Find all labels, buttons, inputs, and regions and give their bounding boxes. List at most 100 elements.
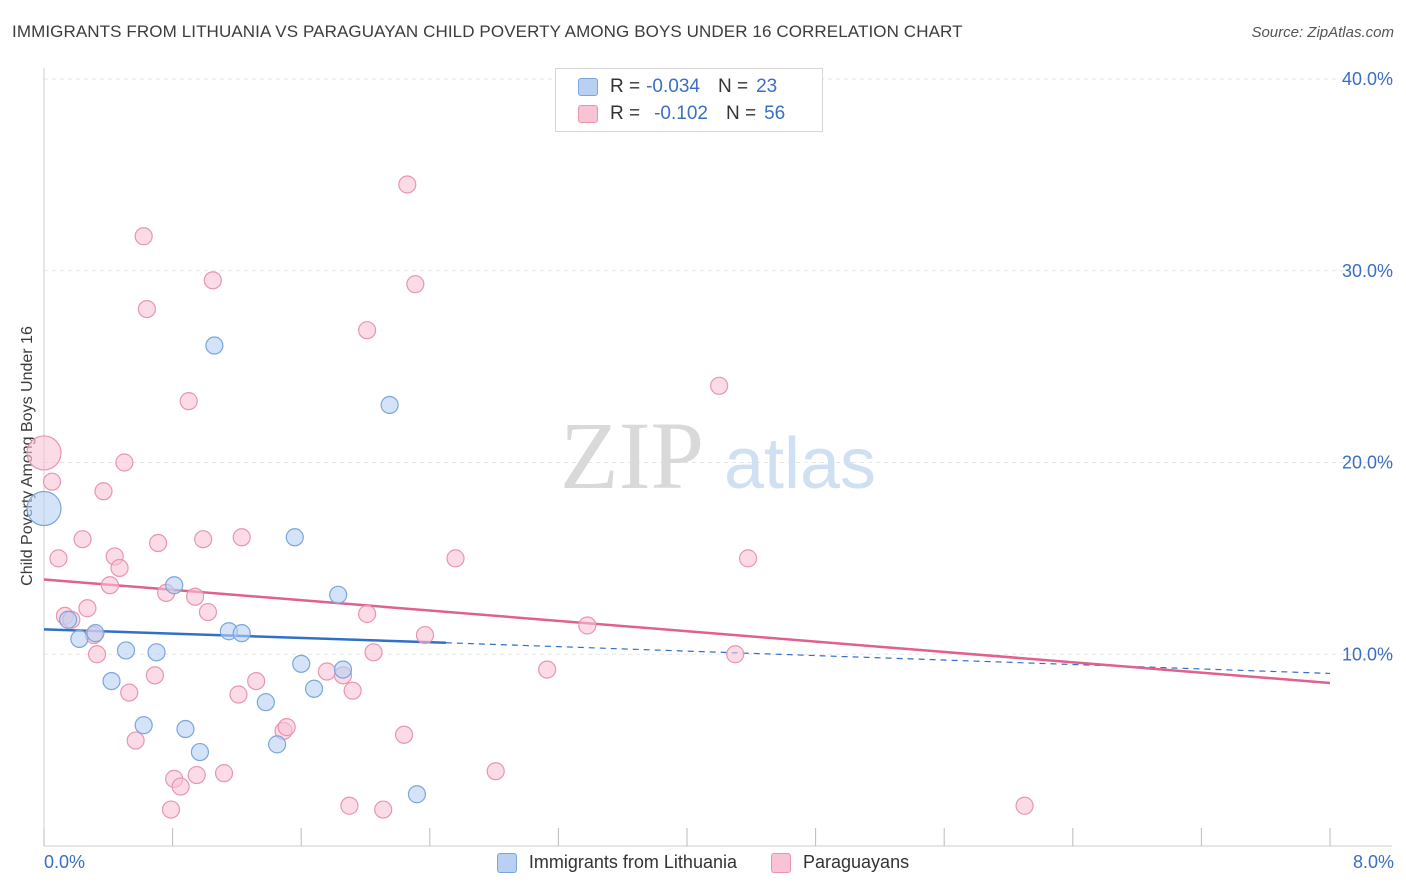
point-lithuania xyxy=(304,679,324,698)
point-lithuania xyxy=(102,671,121,691)
point-lithuania xyxy=(165,576,184,595)
legend-item-paraguay[interactable]: Paraguayans xyxy=(771,852,909,873)
point-paraguay xyxy=(203,271,222,290)
point-paraguay xyxy=(187,765,206,785)
point-paraguay xyxy=(358,604,377,624)
point-paraguay xyxy=(100,576,120,595)
point-lithuania xyxy=(70,629,89,649)
legend-r-value-paraguay: -0.102 xyxy=(654,103,708,124)
legend-item-lithuania[interactable]: Immigrants from Lithuania xyxy=(496,852,737,873)
point-lithuania xyxy=(292,654,311,673)
point-lithuania xyxy=(333,660,353,679)
stats-legend: R = -0.034 N = 23 R = -0.102 N = 56 xyxy=(555,68,823,132)
point-paraguay xyxy=(343,681,362,700)
point-paraguay xyxy=(446,549,465,568)
legend-row-lithuania: R = -0.034 N = 23 xyxy=(578,75,777,99)
point-paraguay xyxy=(340,796,359,815)
point-paraguay xyxy=(198,602,218,622)
point-paraguay xyxy=(26,435,62,471)
legend-label-paraguay: Paraguayans xyxy=(803,852,910,872)
legend-r-label: R = xyxy=(610,76,641,97)
point-lithuania xyxy=(285,528,304,547)
point-paraguay xyxy=(726,645,745,664)
watermark-atlas: atlas xyxy=(724,424,876,504)
legend-n-value-lithuania: 23 xyxy=(756,76,778,97)
point-paraguay xyxy=(1015,796,1034,815)
point-lithuania xyxy=(205,336,224,355)
point-paraguay xyxy=(137,300,156,319)
point-paraguay xyxy=(161,800,181,819)
point-paraguay xyxy=(120,683,139,702)
point-lithuania xyxy=(86,624,105,643)
watermark-zip: ZIP xyxy=(560,402,704,509)
gridlines xyxy=(44,78,1392,655)
legend-swatch-lithuania xyxy=(578,78,598,96)
point-lithuania xyxy=(116,641,136,660)
legend-swatch-paraguay xyxy=(771,852,791,873)
point-lithuania xyxy=(134,716,153,735)
legend-swatch-lithuania xyxy=(496,852,517,873)
legend-n-label: N = xyxy=(725,103,757,124)
point-lithuania xyxy=(26,490,62,527)
point-paraguay xyxy=(415,625,435,645)
point-paraguay xyxy=(134,227,153,246)
point-paraguay xyxy=(73,530,92,549)
y-tick-label: 20.0% xyxy=(1342,453,1393,473)
point-paraguay xyxy=(406,275,425,294)
point-paraguay xyxy=(738,549,758,568)
point-paraguay xyxy=(229,685,248,704)
watermark: ZIP atlas xyxy=(560,402,876,509)
point-paraguay xyxy=(194,530,213,549)
point-paraguay xyxy=(78,599,97,618)
point-lithuania xyxy=(267,735,287,754)
y-tick-labels: 10.0% 20.0% 30.0% 40.0% xyxy=(1342,69,1393,664)
point-paraguay xyxy=(538,660,557,679)
point-paraguay xyxy=(179,392,198,411)
point-paraguay xyxy=(374,800,393,819)
point-lithuania xyxy=(256,693,275,712)
point-lithuania xyxy=(329,585,348,604)
point-paraguay xyxy=(398,175,417,194)
point-paraguay xyxy=(578,616,597,635)
point-paraguay xyxy=(149,533,168,553)
point-paraguay xyxy=(94,482,113,501)
point-lithuania xyxy=(176,719,195,739)
point-lithuania xyxy=(407,785,427,804)
point-paraguay xyxy=(42,472,62,491)
point-paraguay xyxy=(277,718,296,737)
legend-r-value-lithuania: -0.034 xyxy=(646,76,700,97)
source-label: Source: ZipAtlas.com xyxy=(1251,24,1394,41)
point-paraguay xyxy=(232,528,251,547)
point-paraguay xyxy=(115,453,134,472)
x-tick-label-max: 8.0% xyxy=(1352,852,1394,872)
trend-line-paraguay xyxy=(43,578,1331,685)
point-lithuania xyxy=(232,624,251,643)
data-points xyxy=(26,175,1034,819)
point-paraguay xyxy=(145,666,165,685)
point-lithuania xyxy=(190,742,210,762)
y-tick-label: 40.0% xyxy=(1342,69,1393,89)
point-paraguay xyxy=(358,321,377,340)
point-lithuania xyxy=(380,395,399,415)
legend-label-lithuania: Immigrants from Lithuania xyxy=(528,852,737,872)
point-paraguay xyxy=(364,643,383,662)
y-tick-label: 10.0% xyxy=(1342,644,1393,664)
point-paraguay xyxy=(126,731,145,750)
legend-r-label: R = xyxy=(610,103,641,124)
legend-row-paraguay: R = -0.102 N = 56 xyxy=(578,102,785,126)
point-paraguay xyxy=(110,558,129,578)
point-paraguay xyxy=(214,764,234,783)
legend-n-value-paraguay: 56 xyxy=(764,103,786,124)
legend-n-label: N = xyxy=(717,76,749,97)
x-tick-label-min: 0.0% xyxy=(44,852,86,872)
point-paraguay xyxy=(710,376,729,395)
point-paraguay xyxy=(171,777,190,796)
chart-title: IMMIGRANTS FROM LITHUANIA VS PARAGUAYAN … xyxy=(12,22,963,41)
trend-line-lithuania-extension xyxy=(445,642,1331,675)
point-paraguay xyxy=(186,587,205,606)
point-paraguay xyxy=(394,725,414,744)
point-paraguay xyxy=(486,762,505,781)
point-lithuania xyxy=(59,610,78,629)
point-paraguay xyxy=(317,662,337,681)
